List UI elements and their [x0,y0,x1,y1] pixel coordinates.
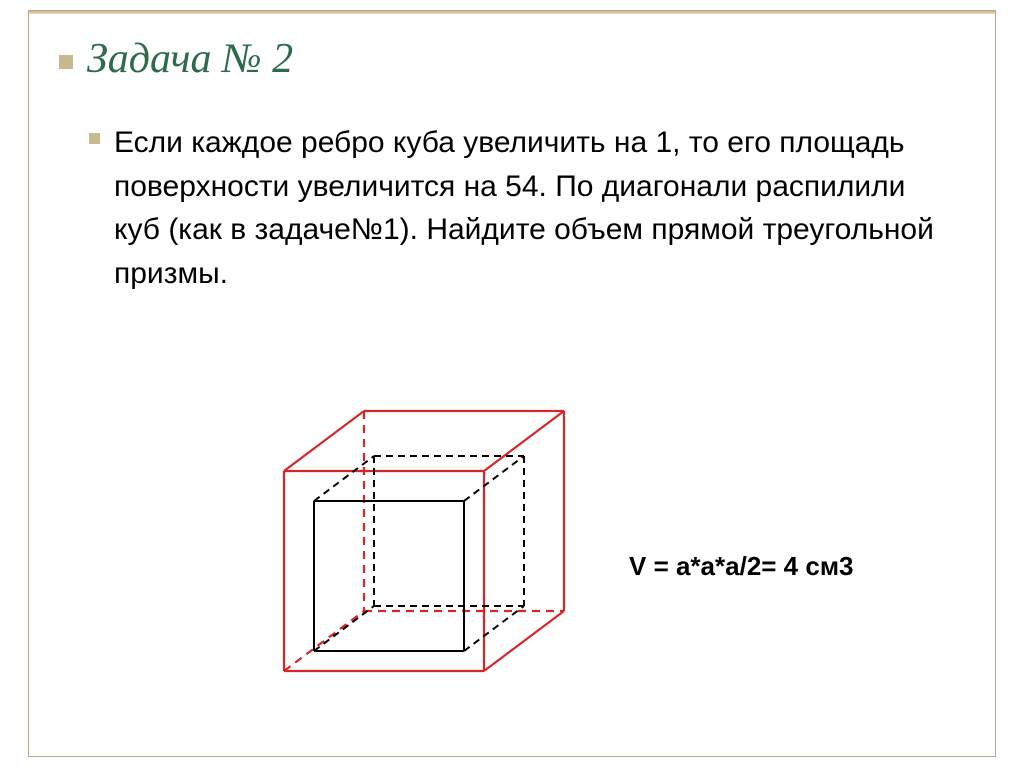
slide-title: Задача № 2 [87,35,293,83]
accent-strip [29,11,995,14]
volume-formula: V = a*a*a/2= 4 см3 [629,551,854,582]
problem-text: Если каждое ребро куба увеличить на 1, т… [114,121,945,295]
slide-frame: Задача № 2 Если каждое ребро куба увелич… [28,10,996,757]
cube-diagram [244,371,584,691]
title-row: Задача № 2 [59,35,293,83]
title-bullet-icon [59,55,73,69]
body-bullet-icon [89,133,100,144]
body-row: Если каждое ребро куба увеличить на 1, т… [89,121,945,295]
cube-svg [244,371,584,691]
